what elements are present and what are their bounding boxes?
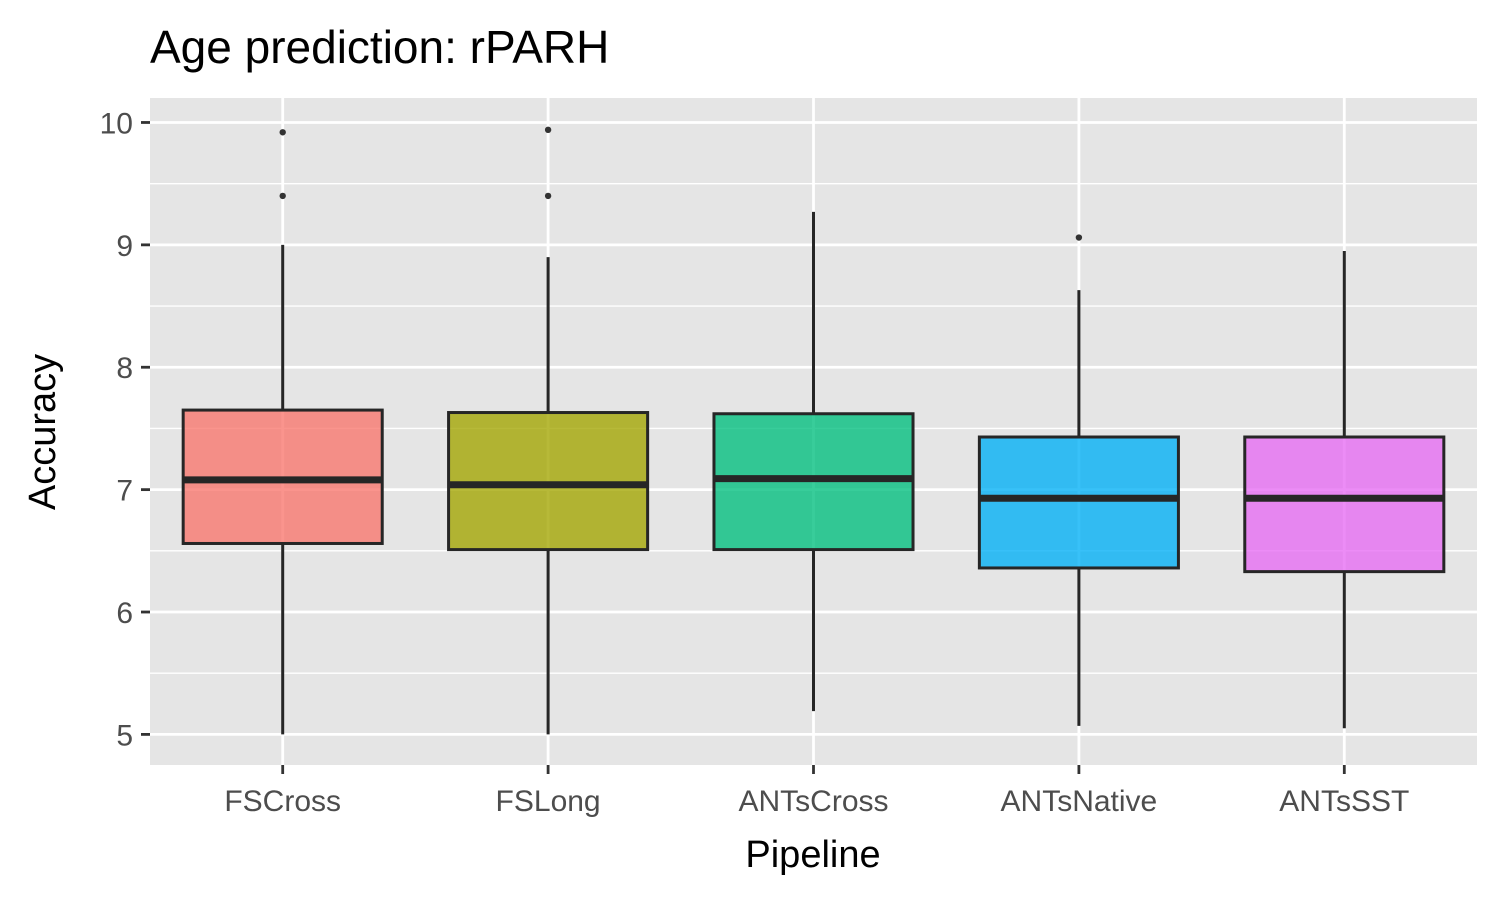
x-axis-title: Pipeline: [745, 834, 880, 876]
y-axis-title: Accuracy: [22, 354, 64, 510]
outlier-point: [544, 126, 552, 134]
y-tick-label: 6: [116, 597, 133, 630]
x-tick-label: ANTsCross: [738, 785, 888, 818]
chart-title: Age prediction: rPARH: [150, 21, 609, 73]
outlier-point: [544, 192, 552, 200]
boxplot-ANTsCross: [712, 211, 915, 712]
x-axis: FSCross FSLong ANTsCross ANTsNative ANTsSST: [224, 765, 1409, 818]
outlier-point: [279, 192, 286, 200]
boxplot-ANTsSST: [1243, 250, 1446, 729]
y-axis: 5 6 7 8 9 10: [100, 107, 150, 752]
x-tick-label: FSLong: [496, 785, 601, 818]
boxplot-FSLong: [447, 126, 650, 735]
boxplot-ANTsNative: [977, 234, 1180, 726]
y-tick-label: 10: [100, 107, 133, 140]
boxplots: [181, 126, 1446, 735]
box: [1243, 435, 1446, 574]
y-tick-label: 8: [116, 352, 133, 385]
outlier-point: [1075, 234, 1083, 241]
boxplot-FSCross: [181, 129, 384, 735]
x-tick-label: ANTsNative: [1001, 785, 1158, 818]
y-tick-label: 7: [116, 475, 133, 508]
x-tick-label: FSCross: [224, 785, 341, 818]
box: [977, 435, 1180, 570]
outlier-point: [279, 129, 286, 136]
x-tick-label: ANTsSST: [1279, 785, 1409, 818]
y-tick-label: 9: [116, 230, 133, 263]
y-tick-label: 5: [116, 719, 133, 752]
box: [447, 411, 650, 552]
